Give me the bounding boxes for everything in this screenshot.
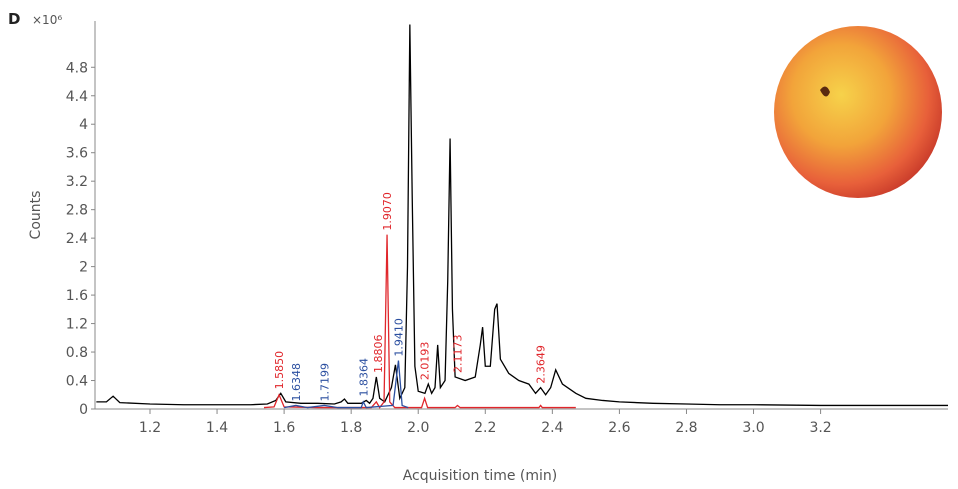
y-tick-label: 1.2 [66, 317, 88, 333]
peak-label: 1.8806 [372, 334, 385, 373]
peak-label: 1.5850 [273, 351, 286, 390]
peak-label: 1.9070 [381, 192, 394, 231]
x-tick-label: 2.8 [675, 420, 697, 436]
y-multiplier: ×10⁶ [32, 13, 62, 27]
y-tick-label: 2 [79, 260, 88, 276]
y-tick-label: 4.4 [66, 89, 88, 105]
peak-label: 2.0193 [419, 342, 432, 381]
y-tick-label: 4 [79, 117, 88, 133]
peach-stem [820, 86, 830, 97]
peak-label: 2.3649 [535, 345, 548, 384]
x-tick-label: 2.0 [407, 420, 429, 436]
peak-label: 1.6348 [290, 363, 303, 402]
y-tick-label: 3.2 [66, 174, 88, 190]
series-line [96, 24, 948, 407]
x-tick-label: 1.8 [340, 420, 362, 436]
peach-image [774, 26, 942, 198]
x-tick-label: 2.2 [474, 420, 496, 436]
y-tick-label: 2.8 [66, 203, 88, 219]
y-tick-label: 2.4 [66, 231, 88, 247]
series-line [283, 360, 409, 409]
x-tick-label: 1.4 [206, 420, 228, 436]
x-tick-label: 3.0 [742, 420, 764, 436]
y-tick-label: 4.8 [66, 60, 88, 76]
y-axis-label: Counts [28, 191, 44, 240]
peak-label: 1.9410 [392, 318, 405, 357]
series-line [263, 234, 576, 409]
y-tick-label: 0.4 [66, 374, 88, 390]
peak-label: 2.1173 [452, 334, 465, 373]
x-tick-label: 3.2 [809, 420, 831, 436]
peak-label: 1.7199 [318, 363, 331, 402]
x-tick-label: 2.6 [608, 420, 630, 436]
x-tick-label: 1.6 [273, 420, 295, 436]
y-tick-label: 0 [79, 402, 88, 418]
peak-label: 1.8364 [357, 358, 370, 397]
x-axis-label: Acquisition time (min) [403, 468, 558, 484]
y-tick-label: 0.8 [66, 345, 88, 361]
panel-label: D [8, 10, 20, 28]
y-tick-label: 1.6 [66, 288, 88, 304]
y-tick-label: 3.6 [66, 146, 88, 162]
x-tick-label: 2.4 [541, 420, 563, 436]
x-tick-label: 1.2 [139, 420, 161, 436]
